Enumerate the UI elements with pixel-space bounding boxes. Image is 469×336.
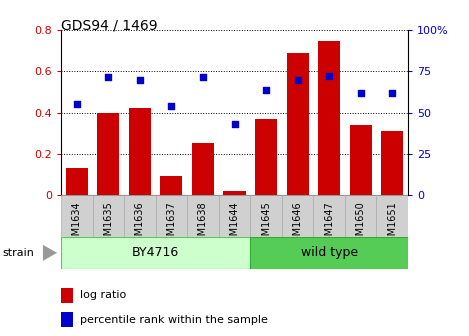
Text: GDS94 / 1469: GDS94 / 1469 bbox=[61, 18, 158, 33]
FancyBboxPatch shape bbox=[250, 237, 408, 269]
Point bbox=[73, 101, 81, 106]
Point bbox=[325, 74, 333, 79]
Point bbox=[136, 77, 144, 82]
Bar bbox=[97, 113, 119, 195]
FancyBboxPatch shape bbox=[187, 195, 219, 237]
Bar bbox=[318, 41, 340, 195]
Point bbox=[388, 90, 396, 95]
Bar bbox=[66, 168, 88, 195]
FancyBboxPatch shape bbox=[219, 195, 250, 237]
Point bbox=[231, 121, 238, 127]
FancyBboxPatch shape bbox=[345, 195, 377, 237]
Bar bbox=[381, 131, 403, 195]
FancyBboxPatch shape bbox=[377, 195, 408, 237]
Text: GSM1634: GSM1634 bbox=[72, 201, 82, 248]
Point bbox=[294, 77, 302, 82]
Text: GSM1650: GSM1650 bbox=[356, 201, 366, 248]
FancyBboxPatch shape bbox=[124, 195, 156, 237]
FancyBboxPatch shape bbox=[156, 195, 187, 237]
Text: GSM1644: GSM1644 bbox=[229, 201, 240, 248]
Bar bbox=[350, 125, 372, 195]
FancyBboxPatch shape bbox=[250, 195, 282, 237]
Text: log ratio: log ratio bbox=[80, 291, 126, 300]
FancyBboxPatch shape bbox=[61, 237, 250, 269]
FancyBboxPatch shape bbox=[61, 195, 92, 237]
Point bbox=[167, 103, 175, 109]
Bar bbox=[61, 288, 73, 303]
Polygon shape bbox=[43, 245, 57, 261]
Text: GSM1638: GSM1638 bbox=[198, 201, 208, 248]
Point bbox=[357, 90, 364, 95]
Text: percentile rank within the sample: percentile rank within the sample bbox=[80, 315, 268, 325]
FancyBboxPatch shape bbox=[92, 195, 124, 237]
Bar bbox=[255, 119, 277, 195]
Bar bbox=[160, 176, 182, 195]
Point bbox=[199, 75, 207, 80]
Bar bbox=[129, 109, 151, 195]
Text: GSM1636: GSM1636 bbox=[135, 201, 145, 248]
Text: GSM1635: GSM1635 bbox=[103, 201, 113, 248]
Text: GSM1646: GSM1646 bbox=[293, 201, 303, 248]
FancyBboxPatch shape bbox=[282, 195, 313, 237]
Text: BY4716: BY4716 bbox=[132, 246, 179, 259]
Text: wild type: wild type bbox=[301, 246, 358, 259]
Point bbox=[262, 88, 270, 93]
Text: GSM1645: GSM1645 bbox=[261, 201, 271, 248]
Point bbox=[105, 75, 112, 80]
Text: GSM1637: GSM1637 bbox=[166, 201, 176, 248]
Text: strain: strain bbox=[2, 248, 34, 258]
Bar bbox=[192, 143, 214, 195]
Text: GSM1651: GSM1651 bbox=[387, 201, 397, 248]
Bar bbox=[61, 312, 73, 327]
Bar bbox=[223, 191, 246, 195]
FancyBboxPatch shape bbox=[313, 195, 345, 237]
Text: GSM1647: GSM1647 bbox=[324, 201, 334, 248]
Bar bbox=[287, 53, 309, 195]
